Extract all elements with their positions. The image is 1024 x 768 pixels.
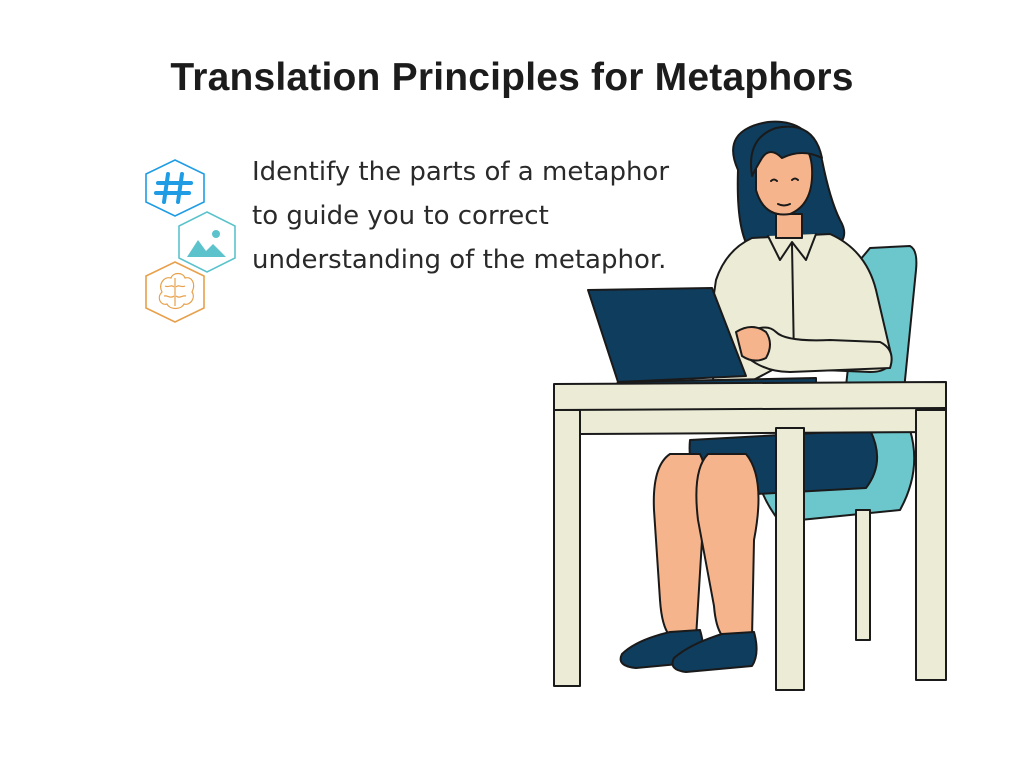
laptop-screen: [587, 287, 747, 383]
desk-leg: [915, 409, 947, 681]
slide-body-text: Identify the parts of a metaphor to guid…: [252, 157, 670, 275]
brain-icon: [145, 261, 205, 323]
hair-front: [750, 125, 823, 177]
slide-title: Translation Principles for Metaphors: [170, 56, 854, 99]
chair-leg: [855, 509, 871, 641]
image-icon: [178, 211, 236, 273]
icon-cluster: [140, 156, 250, 331]
desk-leg: [775, 427, 805, 691]
illustration-graphic: [553, 120, 947, 691]
leg-right: [695, 453, 760, 641]
shoe-right: [671, 631, 758, 673]
desk-leg: [553, 409, 581, 687]
woman-at-laptop-illustration: [540, 110, 960, 710]
hand: [735, 326, 771, 362]
hashtag-icon: [145, 159, 205, 217]
icon-cluster-graphic: [145, 159, 236, 323]
arm-right: [745, 326, 893, 373]
